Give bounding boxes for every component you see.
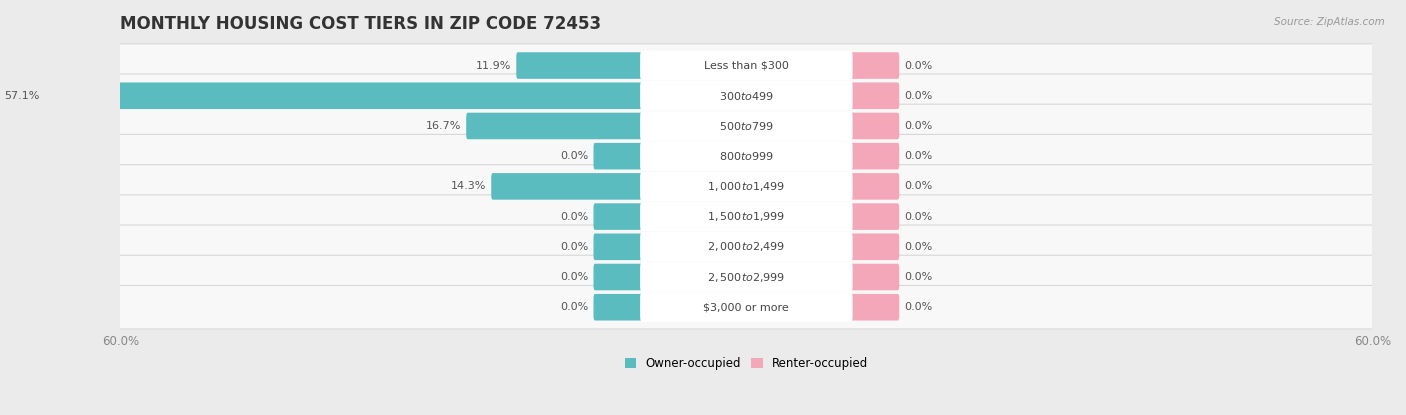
Text: 0.0%: 0.0% — [904, 302, 932, 312]
FancyBboxPatch shape — [593, 143, 644, 169]
FancyBboxPatch shape — [849, 52, 900, 79]
Text: Source: ZipAtlas.com: Source: ZipAtlas.com — [1274, 17, 1385, 27]
Text: $2,500 to $2,999: $2,500 to $2,999 — [707, 271, 786, 283]
Text: 0.0%: 0.0% — [561, 151, 589, 161]
FancyBboxPatch shape — [101, 44, 1391, 87]
Text: $500 to $799: $500 to $799 — [718, 120, 773, 132]
FancyBboxPatch shape — [849, 112, 900, 139]
Text: $1,000 to $1,499: $1,000 to $1,499 — [707, 180, 786, 193]
FancyBboxPatch shape — [467, 112, 644, 139]
Text: 57.1%: 57.1% — [4, 91, 39, 101]
Text: 0.0%: 0.0% — [904, 242, 932, 252]
FancyBboxPatch shape — [849, 234, 900, 260]
FancyBboxPatch shape — [849, 294, 900, 320]
FancyBboxPatch shape — [849, 83, 900, 109]
FancyBboxPatch shape — [101, 165, 1391, 208]
FancyBboxPatch shape — [640, 293, 852, 322]
Text: 0.0%: 0.0% — [561, 272, 589, 282]
FancyBboxPatch shape — [640, 51, 852, 81]
FancyBboxPatch shape — [593, 264, 644, 290]
FancyBboxPatch shape — [101, 255, 1391, 299]
FancyBboxPatch shape — [640, 232, 852, 261]
Text: 0.0%: 0.0% — [904, 121, 932, 131]
Text: $800 to $999: $800 to $999 — [718, 150, 773, 162]
FancyBboxPatch shape — [593, 234, 644, 260]
Text: 16.7%: 16.7% — [426, 121, 461, 131]
FancyBboxPatch shape — [640, 81, 852, 110]
FancyBboxPatch shape — [101, 74, 1391, 117]
FancyBboxPatch shape — [640, 142, 852, 171]
Text: 0.0%: 0.0% — [904, 181, 932, 191]
Text: 0.0%: 0.0% — [904, 212, 932, 222]
FancyBboxPatch shape — [640, 171, 852, 201]
FancyBboxPatch shape — [640, 262, 852, 292]
Text: 14.3%: 14.3% — [451, 181, 486, 191]
FancyBboxPatch shape — [101, 195, 1391, 238]
FancyBboxPatch shape — [849, 143, 900, 169]
Text: $2,000 to $2,499: $2,000 to $2,499 — [707, 240, 786, 253]
Text: 0.0%: 0.0% — [904, 272, 932, 282]
FancyBboxPatch shape — [45, 83, 644, 109]
Text: 11.9%: 11.9% — [477, 61, 512, 71]
Legend: Owner-occupied, Renter-occupied: Owner-occupied, Renter-occupied — [624, 357, 869, 370]
Text: Less than $300: Less than $300 — [704, 61, 789, 71]
FancyBboxPatch shape — [516, 52, 644, 79]
FancyBboxPatch shape — [101, 286, 1391, 329]
Text: 0.0%: 0.0% — [904, 151, 932, 161]
Text: $1,500 to $1,999: $1,500 to $1,999 — [707, 210, 786, 223]
FancyBboxPatch shape — [640, 111, 852, 141]
Text: 0.0%: 0.0% — [904, 61, 932, 71]
FancyBboxPatch shape — [491, 173, 644, 200]
Text: MONTHLY HOUSING COST TIERS IN ZIP CODE 72453: MONTHLY HOUSING COST TIERS IN ZIP CODE 7… — [121, 15, 602, 33]
FancyBboxPatch shape — [593, 203, 644, 230]
FancyBboxPatch shape — [849, 264, 900, 290]
FancyBboxPatch shape — [101, 104, 1391, 148]
Text: 0.0%: 0.0% — [561, 212, 589, 222]
FancyBboxPatch shape — [101, 134, 1391, 178]
FancyBboxPatch shape — [849, 173, 900, 200]
FancyBboxPatch shape — [101, 225, 1391, 269]
Text: 0.0%: 0.0% — [561, 302, 589, 312]
FancyBboxPatch shape — [640, 202, 852, 232]
FancyBboxPatch shape — [593, 294, 644, 320]
FancyBboxPatch shape — [849, 203, 900, 230]
Text: $300 to $499: $300 to $499 — [718, 90, 773, 102]
Text: 0.0%: 0.0% — [904, 91, 932, 101]
Text: $3,000 or more: $3,000 or more — [703, 302, 789, 312]
Text: 0.0%: 0.0% — [561, 242, 589, 252]
